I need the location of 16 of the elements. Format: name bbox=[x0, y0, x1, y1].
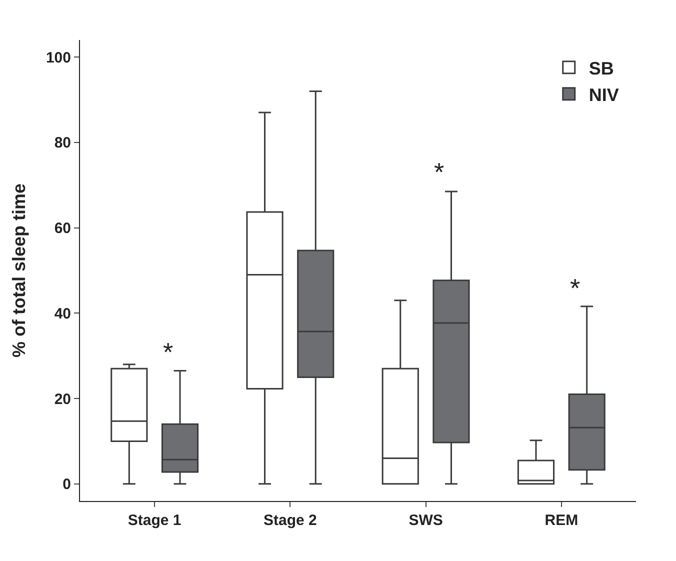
annotation: * bbox=[434, 157, 444, 187]
y-tick-label: 20 bbox=[54, 390, 71, 408]
legend-label: SB bbox=[588, 58, 614, 78]
annotation: * bbox=[163, 337, 174, 367]
x-tick-label: Stage 2 bbox=[264, 512, 317, 529]
y-tick-label: 0 bbox=[62, 476, 71, 494]
y-tick-label: 80 bbox=[54, 134, 71, 152]
legend-label: NIV bbox=[588, 84, 619, 105]
y-tick-label: 100 bbox=[46, 49, 71, 66]
y-tick-label: 60 bbox=[54, 220, 71, 238]
annotation: * bbox=[570, 273, 580, 303]
y-axis-title: % of total sleep time bbox=[9, 183, 30, 358]
x-tick-label: Stage 1 bbox=[128, 512, 182, 529]
y-tick-label: 40 bbox=[54, 305, 71, 322]
x-tick-label: REM bbox=[544, 512, 578, 529]
x-tick-label: SWS bbox=[408, 512, 443, 529]
